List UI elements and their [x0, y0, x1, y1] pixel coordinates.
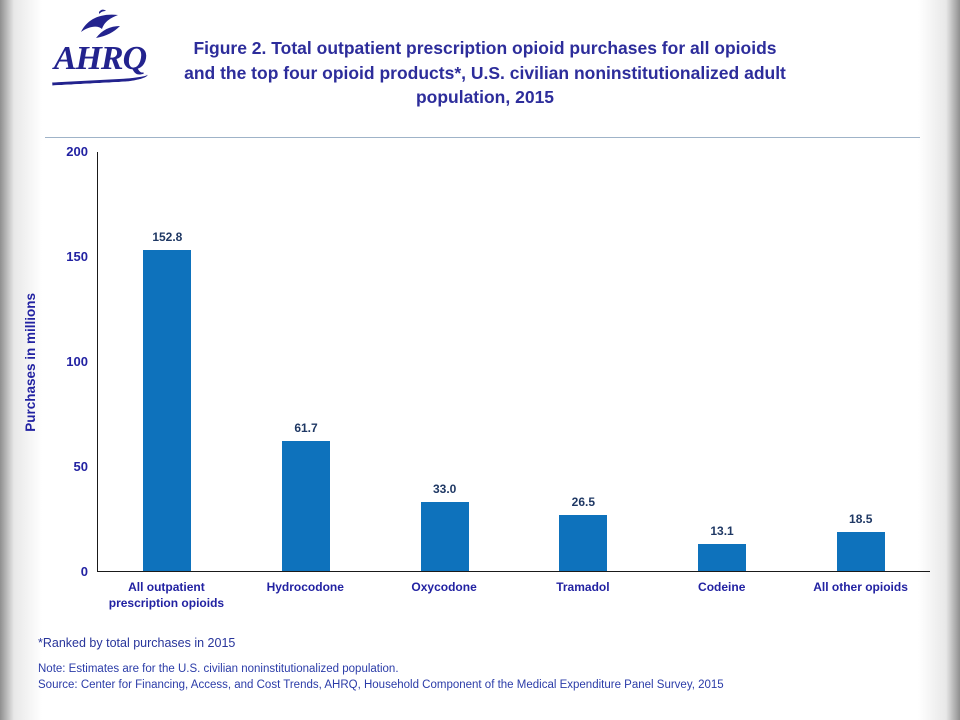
plot-area: 152.8 61.7 33.0 26.5 13.1 18.5 [97, 152, 930, 572]
category-label: All outpatient prescription opioids [108, 580, 225, 610]
bar-group: 13.1 [653, 152, 792, 571]
bar-value-label: 18.5 [849, 512, 873, 527]
eagle-icon [81, 9, 120, 38]
category-label: Tramadol [556, 580, 610, 594]
y-axis-title: Purchases in millions [20, 152, 40, 572]
y-tick-label: 50 [73, 459, 88, 474]
bar [282, 441, 330, 571]
y-tick-label: 100 [66, 354, 88, 369]
bar-value-label: 152.8 [152, 230, 183, 245]
bar-value-label: 26.5 [571, 495, 596, 510]
category-label: All other opioids [813, 580, 908, 594]
logo-wordmark: AHRQ [53, 40, 147, 77]
bar [420, 501, 469, 571]
bar-value-label: 33.0 [433, 481, 457, 496]
y-tick-label: 200 [66, 144, 88, 159]
bar-group: 26.5 [514, 152, 653, 571]
category-label: Codeine [698, 580, 746, 594]
ranked-footnote: *Ranked by total purchases in 2015 [38, 636, 236, 650]
category-label: Hydrocodone [266, 580, 344, 594]
y-axis-title-text: Purchases in millions [22, 292, 38, 432]
source-text: Source: Center for Financing, Access, an… [38, 679, 724, 691]
bar [143, 250, 192, 571]
y-tick-label: 0 [80, 564, 88, 579]
bar-value-label: 61.7 [294, 421, 318, 436]
note-text: Note: Estimates are for the U.S. civilia… [38, 663, 399, 675]
bar-group: 33.0 [375, 152, 514, 571]
bar-value-label: 13.1 [710, 523, 734, 538]
y-axis-ticks: 0 50 100 150 200 [40, 144, 88, 579]
bar-group: 152.8 [98, 152, 237, 571]
figure-title: Figure 2. Total outpatient prescription … [184, 38, 786, 107]
header-divider [45, 137, 920, 138]
bar [559, 515, 608, 571]
bar [836, 532, 885, 571]
bar-group: 18.5 [791, 152, 930, 571]
x-axis-labels: All outpatient prescription opioids Hydro… [97, 580, 930, 611]
ahrq-logo: AHRQ [44, 8, 156, 86]
bar-group: 61.7 [237, 152, 376, 571]
y-tick-label: 150 [66, 249, 88, 264]
category-label: Oxycodone [411, 580, 477, 594]
bar [698, 543, 747, 571]
